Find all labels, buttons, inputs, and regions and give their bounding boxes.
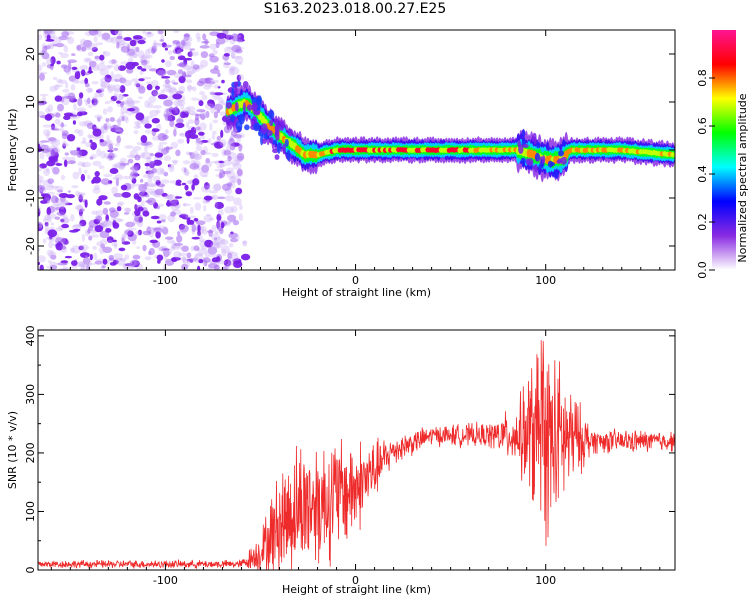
snr-frame — [37, 329, 676, 571]
snr-y-tick-label: 300 — [24, 384, 37, 405]
snr-y-axis-label: SNR (10 * v/v) — [6, 411, 19, 489]
spectrogram-x-tick-label: 100 — [535, 274, 556, 287]
snr-y-tick-label: 400 — [24, 325, 37, 346]
snr-series-line — [38, 340, 675, 570]
signal-ridge — [225, 80, 675, 183]
snr-y-tick-label: 200 — [24, 442, 37, 463]
snr-x-tick-label: 100 — [535, 574, 556, 587]
colorbar: 0.0 0.2 0.4 0.6 0.8 Normalized spectral ampli… — [696, 30, 749, 279]
spectrogram-y-tick-label: -20 — [24, 237, 37, 255]
colorbar-tick-label: 0.4 — [696, 165, 709, 183]
snr-panel: -100 0 100 0 100 200 300 400 Height of straight … — [6, 325, 676, 596]
colorbar-label: Normalized spectral amplitude — [736, 93, 749, 262]
colorbar-tick-label: 0.6 — [696, 117, 709, 135]
spectrogram-y-tick-label: 20 — [24, 47, 37, 61]
snr-y-tick-label: 0 — [24, 567, 37, 574]
spectrogram-y-tick-label: 0 — [24, 147, 37, 154]
spectrogram-x-tick-label: 0 — [352, 274, 359, 287]
snr-x-tick-label: 0 — [352, 574, 359, 587]
spectrogram-y-tick-label: 10 — [24, 95, 37, 109]
colorbar-tick-label: 0.0 — [696, 261, 709, 279]
spectrogram-x-tick-label: -100 — [153, 274, 178, 287]
spectrogram-data — [38, 30, 675, 270]
snr-y-tick-label: 100 — [24, 501, 37, 522]
noise-region — [38, 30, 251, 270]
spectrogram-y-tick-label: -10 — [24, 189, 37, 207]
chart-title: S163.2023.018.00.27.E25 — [263, 1, 447, 17]
spectrogram-x-axis-label: Height of straight line (km) — [282, 286, 431, 299]
snr-x-tick-label: -100 — [153, 574, 178, 587]
colorbar-gradient — [712, 30, 736, 270]
snr-x-axis-label: Height of straight line (km) — [282, 583, 431, 596]
spectrogram-y-axis-label: Frequency (Hz) — [6, 109, 19, 192]
colorbar-tick-label: 0.2 — [696, 213, 709, 231]
colorbar-tick-label: 0.8 — [696, 69, 709, 87]
